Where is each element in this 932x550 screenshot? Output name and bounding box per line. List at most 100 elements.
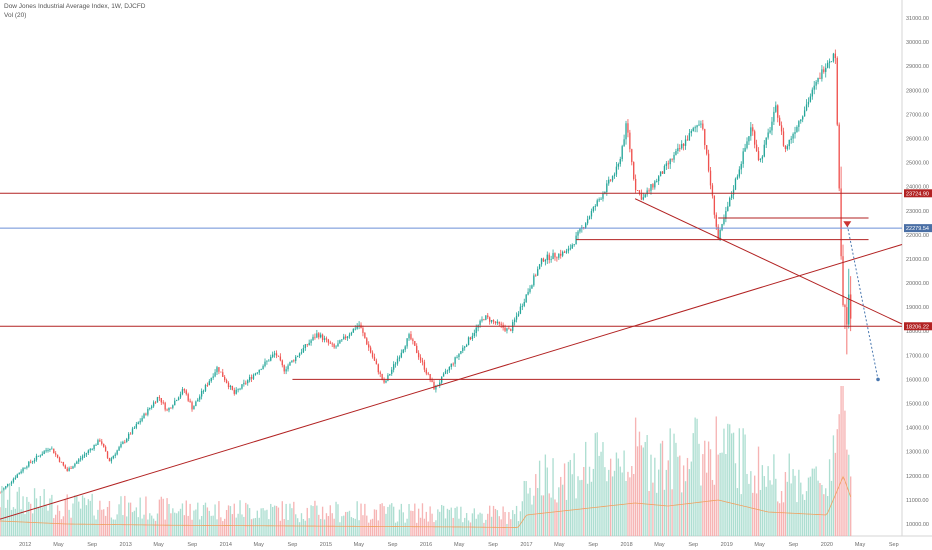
candle-body	[200, 390, 203, 397]
y-tick-label: 11000.00	[906, 498, 929, 504]
candle-body	[780, 125, 783, 132]
candle-body	[600, 198, 602, 200]
candle-body	[137, 422, 139, 425]
volume-bar	[784, 472, 787, 536]
volume-bar	[295, 514, 297, 536]
volume-bar	[181, 503, 184, 536]
volume-bar	[615, 452, 618, 536]
candle-body	[247, 380, 249, 384]
volume-bar	[87, 499, 90, 536]
candle-body	[327, 339, 330, 343]
y-tick-label: 19000.00	[906, 305, 929, 311]
volume-indicator-label[interactable]: Vol (20)	[4, 12, 27, 19]
volume-bar	[763, 476, 765, 536]
candle-body	[521, 305, 523, 307]
price-badge-0	[904, 189, 932, 198]
candle-body	[821, 69, 823, 79]
volume-bar	[344, 511, 347, 536]
volume-bar	[719, 452, 721, 536]
candle-body	[725, 211, 727, 219]
candle-body	[811, 89, 813, 97]
candle-body	[254, 373, 257, 375]
candle-body	[310, 340, 312, 343]
candle-body	[554, 253, 556, 258]
volume-bar	[826, 496, 829, 536]
y-tick-label: 28000.00	[906, 88, 929, 94]
candle-body	[567, 248, 570, 251]
volume-bar	[548, 493, 550, 536]
volume-bar	[494, 508, 497, 536]
volume-bar	[279, 520, 282, 536]
volume-bar	[145, 496, 147, 536]
volume-bar	[14, 508, 17, 536]
volume-bar	[135, 507, 138, 536]
candle-body	[151, 406, 153, 408]
volume-bar	[567, 461, 570, 536]
volume-bar	[268, 519, 270, 536]
candle-body	[684, 139, 687, 146]
candle-body	[834, 53, 837, 59]
volume-bar	[241, 514, 243, 536]
candle-body	[108, 457, 111, 462]
candle-body	[446, 370, 449, 372]
candle-body	[341, 339, 343, 341]
projection-dashed-line	[846, 225, 879, 380]
candle-body	[391, 369, 393, 374]
candle-body	[283, 365, 285, 372]
volume-bar	[654, 457, 656, 536]
volume-bar	[583, 466, 585, 536]
volume-bar	[771, 484, 773, 536]
volume-bar	[600, 451, 602, 536]
candle-body	[331, 343, 333, 345]
volume-bar	[671, 489, 673, 536]
x-tick-label: Sep	[288, 542, 298, 548]
candle-body	[68, 468, 70, 471]
volume-bar	[717, 454, 719, 536]
volume-bar	[193, 510, 195, 536]
volume-bar	[819, 483, 821, 536]
candle-body	[348, 334, 351, 337]
volume-bar	[116, 514, 118, 536]
candle-body	[688, 133, 691, 141]
volume-bar	[565, 499, 568, 536]
candle-body	[598, 199, 600, 201]
volume-bar	[283, 519, 285, 536]
candle-body	[258, 369, 260, 373]
volume-bar	[465, 513, 468, 536]
trend-line	[0, 244, 903, 520]
x-tick-label: Sep	[187, 542, 197, 548]
volume-bar	[709, 449, 712, 536]
volume-bar	[700, 485, 702, 536]
candle-body	[417, 352, 420, 358]
candle-body	[423, 362, 426, 370]
candle-body	[281, 360, 283, 366]
candle-body	[535, 275, 537, 277]
volume-bar	[686, 457, 689, 536]
candle-body	[450, 363, 452, 368]
volume-bar	[515, 505, 518, 536]
projection-target-point	[876, 377, 880, 382]
volume-bar	[711, 479, 714, 536]
candle-body	[462, 347, 464, 352]
candle-body	[679, 148, 681, 149]
candle-body	[195, 401, 197, 407]
volume-bar	[767, 466, 769, 536]
volume-bar	[604, 467, 606, 536]
volume-bar	[721, 452, 723, 536]
candle-body	[734, 178, 737, 190]
volume-bar	[769, 480, 771, 536]
volume-bar	[160, 496, 162, 536]
y-tick-label: 15000.00	[906, 402, 929, 408]
volume-bar	[270, 503, 272, 536]
candle-body	[709, 170, 712, 186]
volume-bar	[656, 492, 658, 536]
candle-body	[306, 344, 308, 346]
candle-body	[469, 337, 472, 339]
volume-bar	[170, 513, 172, 536]
candle-body	[99, 440, 101, 442]
candle-body	[583, 227, 585, 229]
candle-body	[95, 444, 97, 446]
candle-body	[358, 324, 360, 326]
candle-body	[592, 206, 595, 212]
